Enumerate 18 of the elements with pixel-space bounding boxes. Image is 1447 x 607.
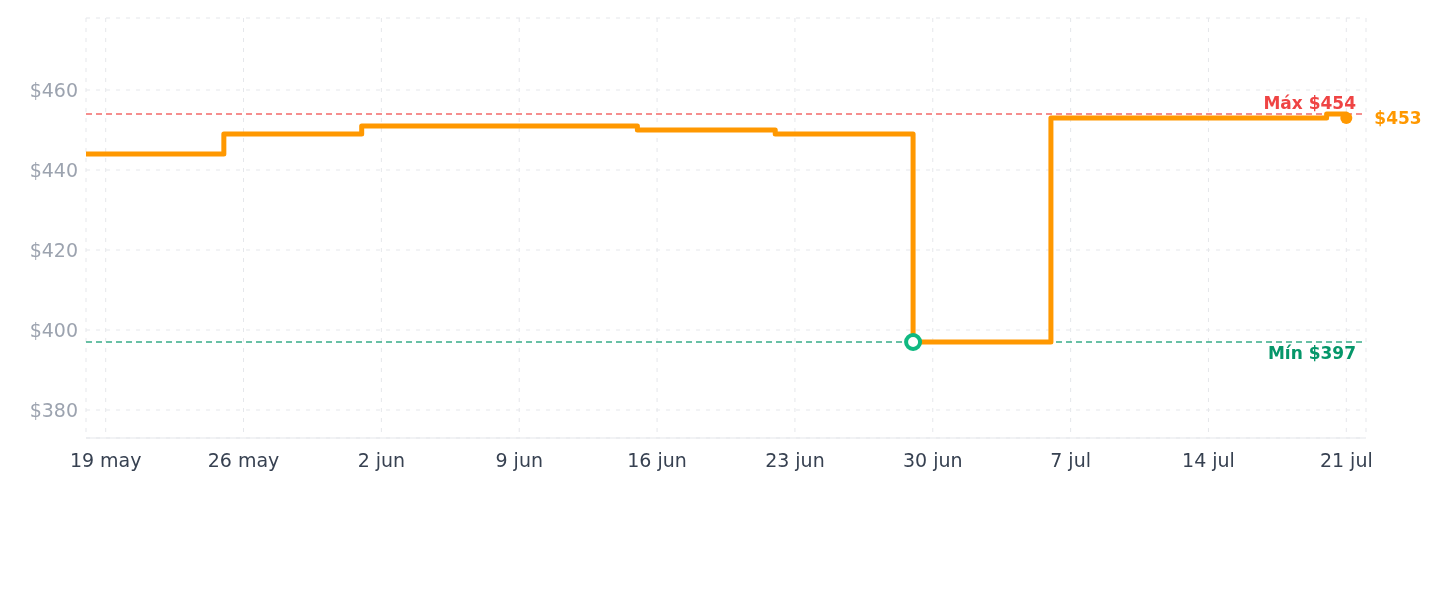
ref-line-label: Máx $454 [1263, 93, 1357, 113]
y-tick-label: $380 [29, 398, 78, 421]
ref-line-label: Mín $397 [1267, 343, 1356, 364]
y-tick-label: $460 [29, 78, 78, 101]
y-tick-label: $440 [29, 158, 78, 181]
y-tick-label: $400 [29, 318, 78, 341]
x-tick-label: 30 jun [902, 449, 963, 472]
x-tick-label: 21 jul [1319, 449, 1373, 472]
x-tick-label: 7 jul [1050, 449, 1091, 472]
x-tick-label: 9 jun [495, 449, 543, 472]
x-tick-label: 23 jun [765, 449, 825, 472]
annotation: $453 [1374, 108, 1422, 129]
x-tick-label: 16 jun [627, 449, 687, 472]
x-tick-label: 26 may [207, 449, 280, 472]
y-tick-label: $420 [29, 238, 78, 261]
x-tick-label: 19 may [69, 449, 142, 472]
x-tick-label: 14 jul [1182, 449, 1235, 472]
x-tick-label: 2 jun [357, 449, 406, 472]
